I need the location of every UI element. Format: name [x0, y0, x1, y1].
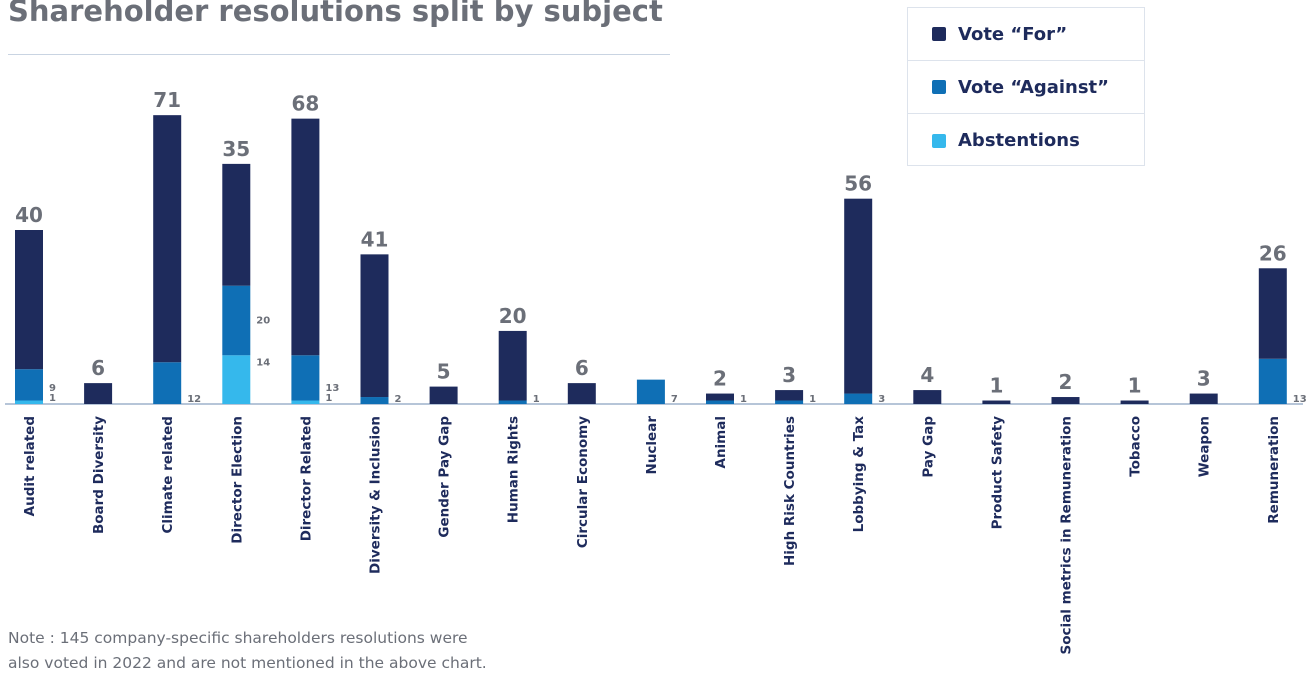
value-label-for-10: 2 [713, 367, 727, 391]
legend-item-against: Vote “Against” [908, 61, 1144, 114]
bar-for-11 [775, 390, 804, 401]
bar-for-6 [429, 386, 458, 404]
category-label-14: Product Safety [989, 416, 1005, 530]
category-label-6: Gender Pay Gap [437, 416, 453, 538]
footnote: Note : 145 company-specific shareholders… [8, 629, 487, 672]
legend-swatch-against [932, 80, 946, 94]
value-label-abstentions-0: 1 [49, 393, 56, 404]
bar-for-7 [498, 330, 527, 401]
category-label-0: Audit related [22, 416, 38, 516]
category-label-12: Lobbying & Tax [851, 416, 867, 533]
bar-against-18 [1258, 358, 1287, 404]
bar-for-10 [706, 393, 734, 401]
category-label-18: Remuneration [1266, 416, 1282, 524]
legend-item-abstentions: Abstentions [908, 114, 1144, 167]
value-label-against-18: 13 [1293, 394, 1307, 405]
category-label-13: Pay Gap [920, 416, 936, 478]
category-label-4: Director Related [298, 416, 314, 541]
bar-against-2 [153, 362, 182, 404]
value-label-against-2: 12 [187, 394, 201, 405]
value-label-for-16: 1 [1128, 374, 1142, 398]
value-label-for-4: 68 [291, 92, 319, 116]
legend: Vote “For” Vote “Against” Abstentions [907, 7, 1145, 166]
bar-against-5 [360, 397, 389, 404]
value-label-against-3: 20 [256, 315, 270, 326]
bar-abstentions-0 [15, 400, 43, 404]
bar-against-10 [706, 400, 734, 404]
value-label-for-2: 71 [153, 88, 181, 112]
category-label-9: Nuclear [644, 416, 660, 475]
legend-item-for: Vote “For” [908, 8, 1144, 61]
category-label-11: High Risk Countries [782, 416, 798, 566]
value-label-for-14: 1 [989, 374, 1003, 398]
category-label-5: Diversity & Inclusion [368, 416, 384, 574]
bar-for-0 [15, 230, 43, 370]
bar-against-0 [15, 369, 43, 401]
value-label-for-8: 6 [575, 356, 589, 380]
bar-for-2 [153, 115, 182, 363]
value-label-against-0: 9 [49, 383, 56, 394]
value-label-abstentions-4: 1 [325, 393, 332, 404]
value-label-against-7: 1 [533, 394, 540, 405]
category-label-3: Director Election [229, 416, 245, 544]
bar-for-13 [913, 390, 942, 404]
category-label-16: Tobacco [1128, 416, 1144, 477]
value-label-against-10: 1 [740, 394, 747, 405]
category-label-17: Weapon [1197, 416, 1213, 477]
value-label-for-5: 41 [361, 227, 389, 251]
legend-label-for: Vote “For” [958, 23, 1068, 45]
value-label-for-6: 5 [437, 360, 451, 384]
category-label-2: Climate related [160, 416, 176, 533]
bar-for-12 [844, 198, 873, 394]
category-label-8: Circular Economy [575, 416, 591, 548]
value-label-against-12: 3 [878, 394, 885, 405]
value-label-for-12: 56 [844, 172, 872, 196]
bar-for-3 [222, 163, 251, 286]
bar-against-3 [222, 285, 251, 356]
value-label-against-11: 1 [809, 394, 816, 405]
value-label-for-11: 3 [782, 363, 796, 387]
bar-for-17 [1189, 393, 1218, 404]
bars-group [15, 115, 1287, 404]
value-label-abstentions-3: 14 [256, 357, 270, 368]
bar-for-14 [982, 400, 1011, 404]
bar-for-1 [84, 383, 113, 404]
value-label-for-3: 35 [222, 137, 250, 161]
legend-swatch-abstentions [932, 133, 946, 148]
bar-against-12 [844, 393, 873, 404]
chart-title: Shareholder resolutions split by subject [8, 0, 663, 28]
bar-for-18 [1258, 268, 1287, 359]
value-label-for-15: 2 [1059, 370, 1073, 394]
bar-against-9 [636, 379, 665, 404]
bar-for-5 [360, 254, 389, 398]
value-label-against-4: 13 [325, 383, 339, 394]
category-label-1: Board Diversity [91, 416, 107, 534]
category-label-7: Human Rights [506, 416, 522, 523]
bar-for-4 [291, 118, 320, 356]
value-label-for-17: 3 [1197, 367, 1211, 391]
bar-against-11 [775, 400, 804, 404]
value-label-for-0: 40 [15, 203, 43, 227]
bar-for-16 [1120, 400, 1149, 404]
category-label-10: Animal [713, 416, 729, 469]
value-label-against-5: 2 [395, 394, 402, 405]
value-label-for-18: 26 [1259, 241, 1287, 265]
value-label-for-1: 6 [91, 356, 105, 380]
bar-abstentions-3 [222, 355, 251, 404]
bar-against-7 [498, 400, 527, 404]
value-label-for-13: 4 [920, 363, 934, 387]
legend-label-abstentions: Abstentions [958, 130, 1080, 151]
legend-swatch-for [932, 27, 946, 41]
value-label-for-7: 20 [499, 304, 527, 328]
value-label-against-9: 7 [671, 394, 678, 405]
legend-label-against: Vote “Against” [958, 76, 1109, 98]
category-label-15: Social metrics in Remuneration [1059, 416, 1075, 654]
bar-abstentions-4 [291, 400, 320, 404]
bar-for-15 [1051, 397, 1080, 404]
title-divider [8, 54, 670, 55]
bar-for-8 [567, 383, 596, 404]
bar-against-4 [291, 355, 320, 401]
